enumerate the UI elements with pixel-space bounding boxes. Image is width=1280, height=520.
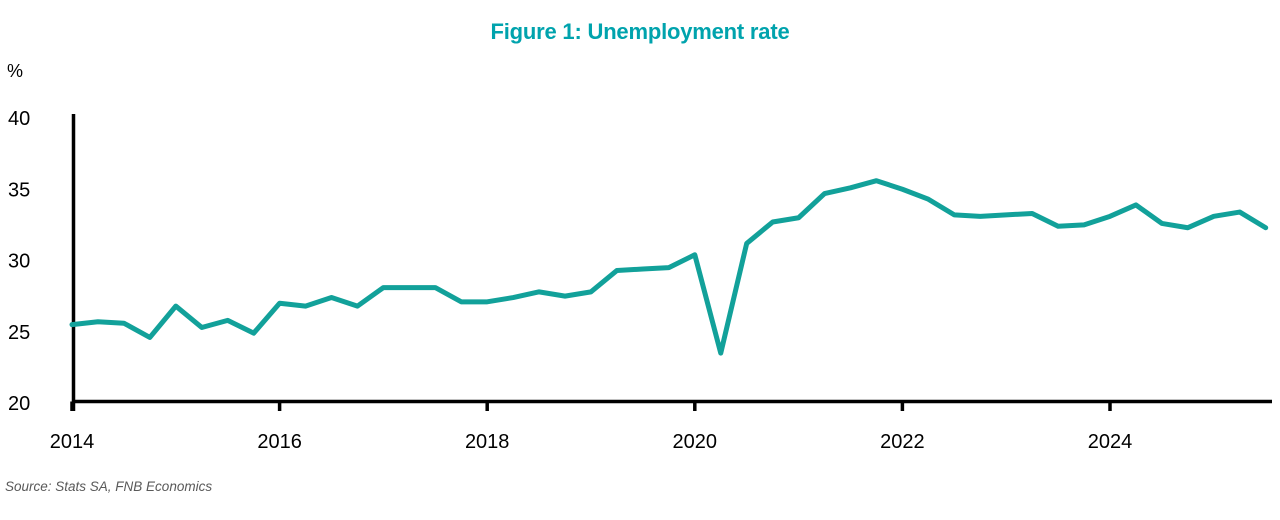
x-tick-label: 2018 <box>465 431 510 453</box>
y-tick-label: 20 <box>8 393 30 415</box>
figure-title: Figure 1: Unemployment rate <box>490 19 790 44</box>
y-tick-label: 25 <box>8 322 30 344</box>
unemployment-rate-line <box>69 178 1269 356</box>
y-tick-label: 40 <box>8 108 30 130</box>
x-tick-label: 2014 <box>50 431 95 453</box>
x-tick-label: 2022 <box>880 431 925 453</box>
y-tick-label: 30 <box>8 251 30 273</box>
y-axis-unit-label: % <box>7 61 24 81</box>
x-tick-label: 2016 <box>257 431 302 453</box>
source-note: Source: Stats SA, FNB Economics <box>5 479 213 494</box>
x-tick-label: 2020 <box>673 431 718 453</box>
x-tick-label: 2024 <box>1088 431 1133 453</box>
y-tick-label: 35 <box>8 179 30 201</box>
